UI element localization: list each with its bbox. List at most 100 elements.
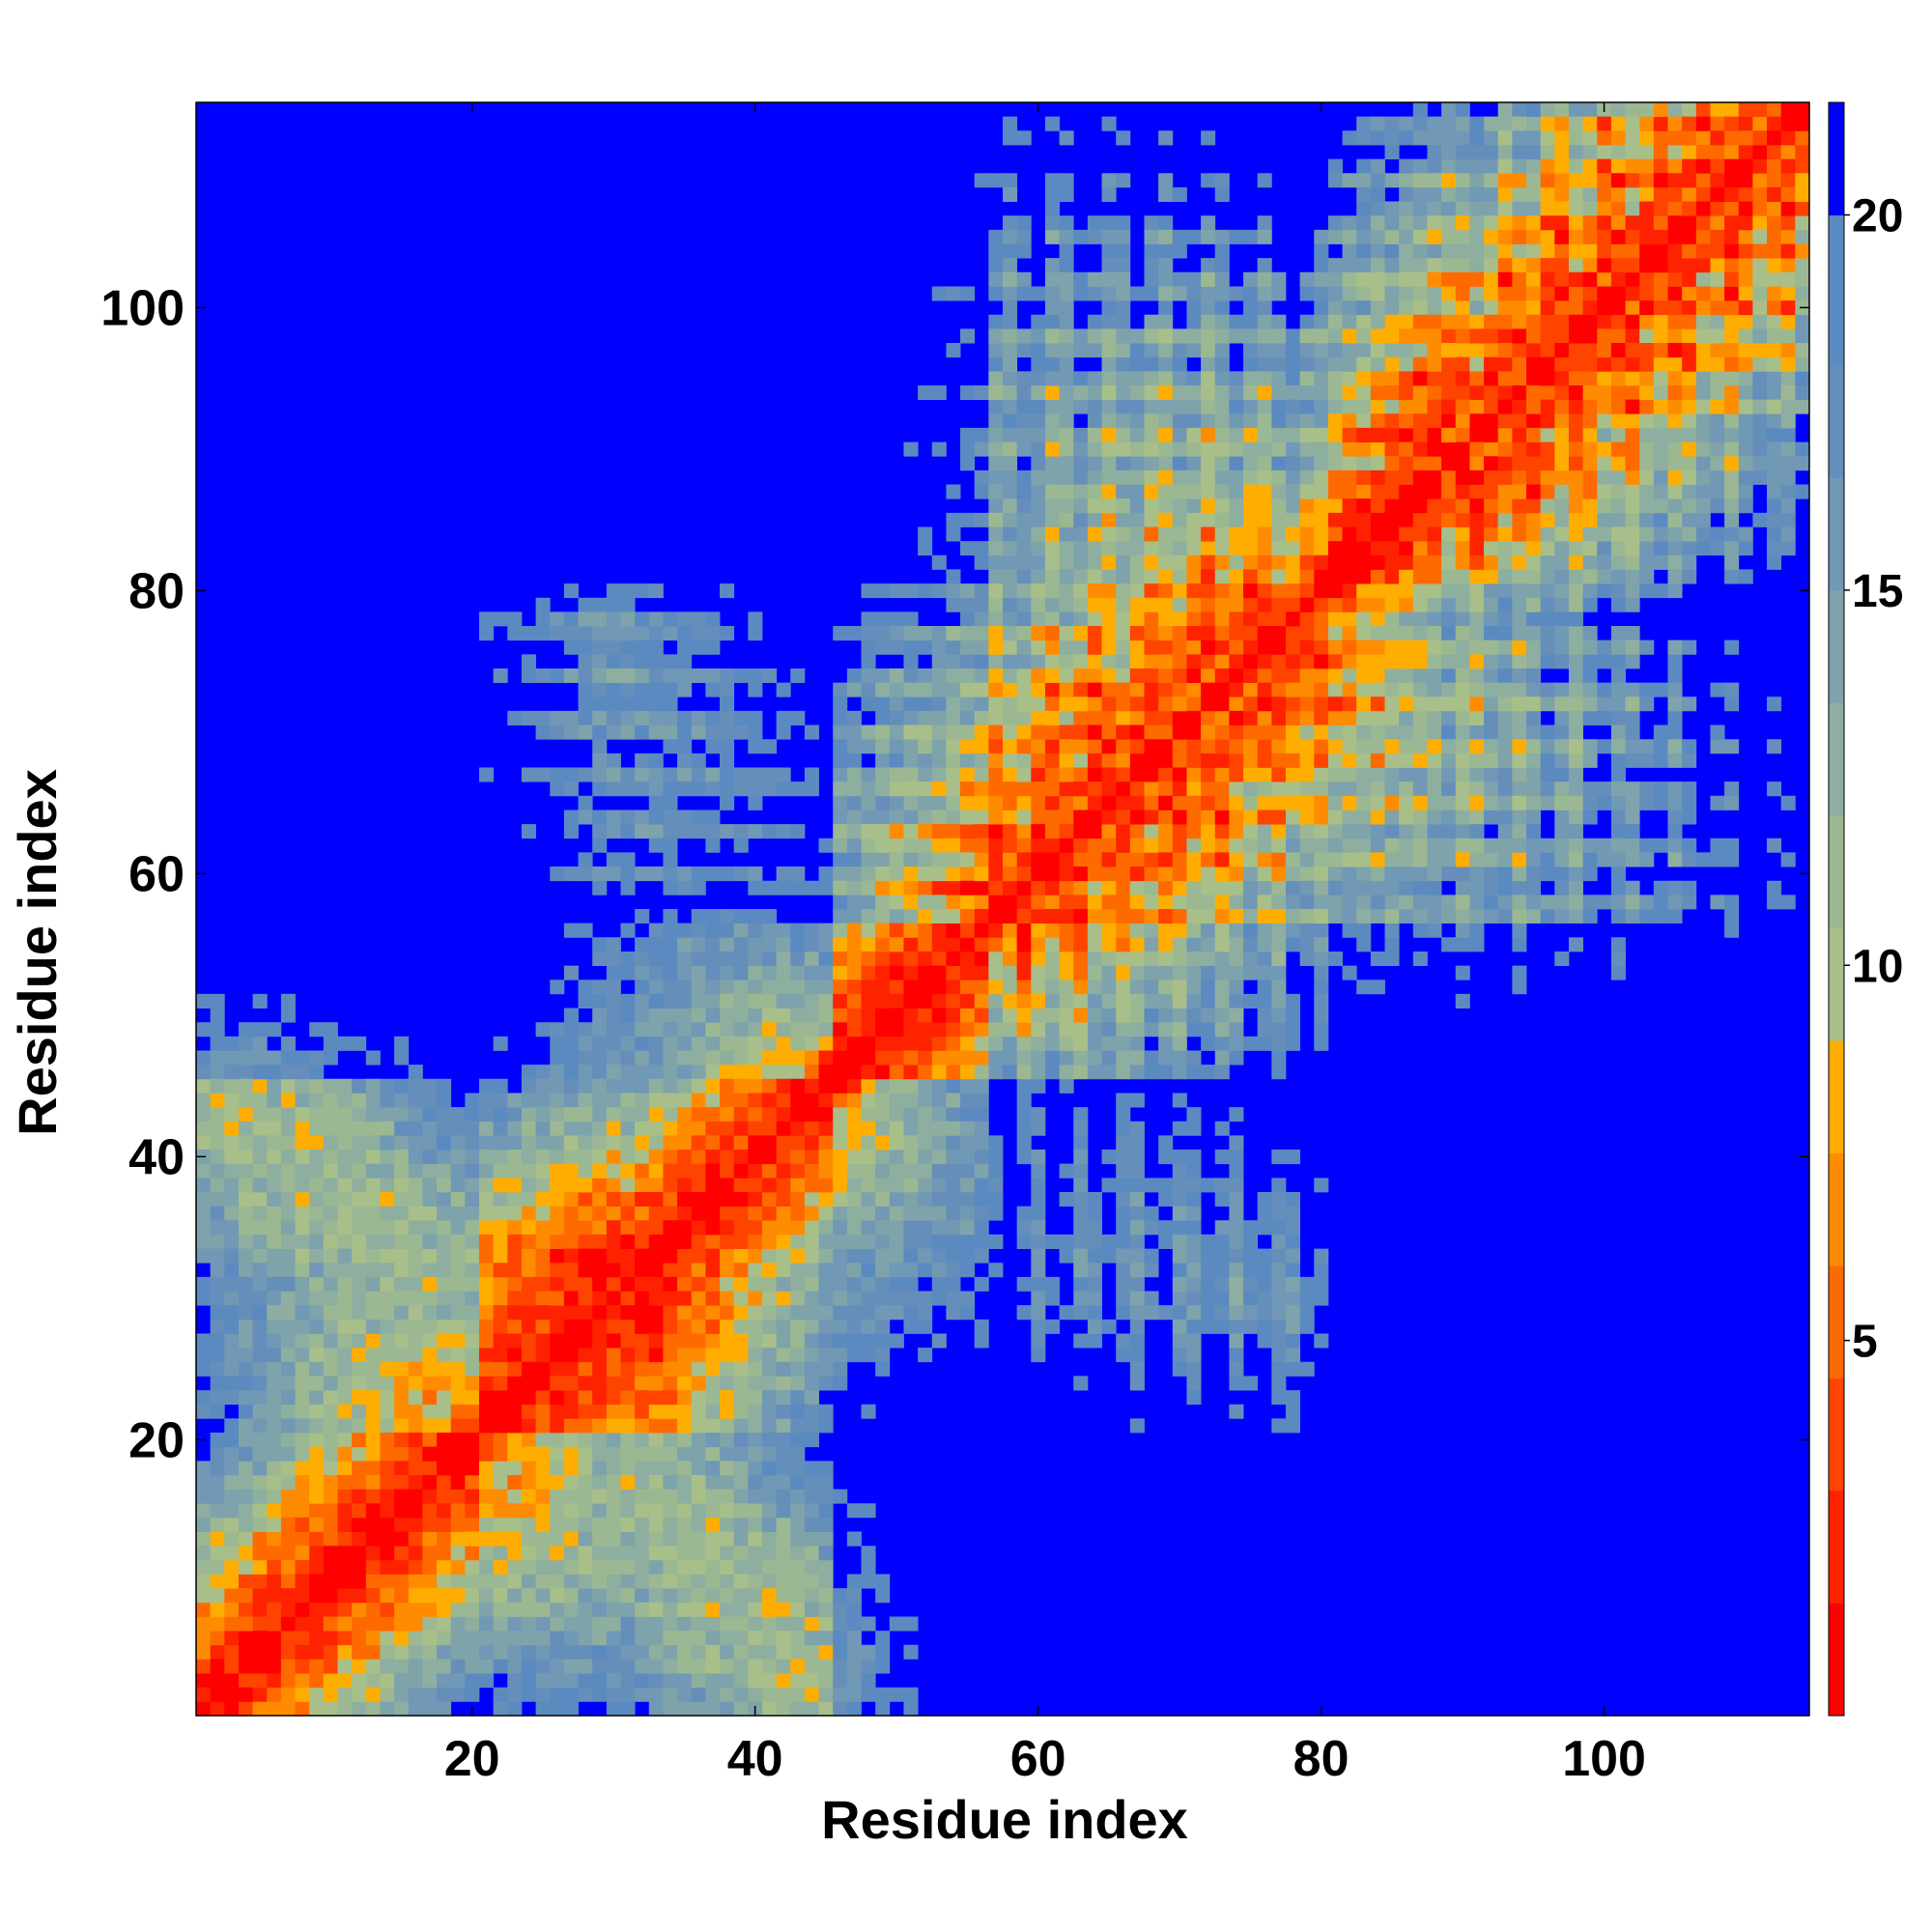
heatmap-row-16	[408, 1065, 423, 1080]
heatmap-row-26	[550, 1234, 565, 1306]
heatmap-row-85	[1384, 696, 1400, 768]
heatmap-row-49	[875, 852, 891, 1278]
heatmap-row-14	[380, 1517, 395, 1561]
heatmap-row-91	[1469, 399, 1485, 712]
heatmap-row-36	[691, 639, 706, 924]
heatmap-row-2	[210, 1107, 225, 1575]
heatmap-row-12	[352, 1517, 367, 1589]
heatmap-row-31	[620, 583, 636, 1717]
heatmap-row-40	[748, 1163, 763, 1208]
heatmap-row-28	[578, 597, 593, 1689]
heatmap-row-30	[606, 1220, 621, 1321]
heatmap-row-102	[1625, 710, 1640, 768]
heatmap-row-52	[918, 965, 933, 1009]
heatmap-row-110	[1738, 286, 1753, 358]
heatmap-row-12	[352, 1503, 367, 1519]
heatmap-row-25	[535, 1191, 551, 1532]
heatmap-row-14	[380, 1489, 395, 1575]
heatmap-row-4	[238, 1248, 253, 1504]
heatmap-row-63	[1073, 427, 1089, 1321]
heatmap-row-114	[1795, 173, 1810, 202]
heatmap-row-69	[1158, 215, 1174, 1249]
heatmap-row-67	[1129, 583, 1145, 966]
heatmap-row-20	[465, 1418, 480, 1519]
heatmap-row-85	[1384, 314, 1400, 754]
heatmap-row-110	[1738, 158, 1753, 216]
heatmap-row-11	[337, 1078, 353, 1434]
colorbar-band	[1829, 702, 1844, 816]
heatmap-row-34	[663, 1433, 678, 1674]
heatmap-row-70	[1172, 328, 1187, 1051]
heatmap-row-49	[875, 682, 891, 1193]
heatmap-row-61	[1044, 753, 1060, 768]
heatmap-row-106	[1682, 484, 1697, 499]
heatmap-row-78	[1285, 328, 1301, 1434]
heatmap-row-106	[1682, 512, 1697, 712]
heatmap-row-102	[1625, 102, 1640, 712]
heatmap-row-39	[733, 1093, 749, 1278]
heatmap-row-58	[1003, 880, 1018, 895]
heatmap-row-77	[1271, 795, 1287, 924]
heatmap-row-11	[337, 1546, 353, 1589]
heatmap-row-77	[1271, 328, 1287, 952]
heatmap-row-70	[1172, 781, 1187, 797]
heatmap-row-29	[592, 626, 608, 1617]
heatmap-row-32	[635, 1220, 650, 1419]
heatmap-row-77	[1271, 541, 1287, 853]
heatmap-row-100	[1597, 583, 1612, 810]
heatmap-row-27	[563, 1135, 579, 1519]
heatmap-row-109	[1724, 639, 1740, 938]
heatmap-row-100	[1597, 371, 1612, 457]
heatmap-row-49	[875, 1008, 891, 1080]
heatmap-row-86	[1399, 554, 1414, 570]
heatmap-row-89	[1441, 611, 1457, 882]
heatmap-row-50	[889, 668, 904, 1221]
heatmap-row-67	[1129, 626, 1145, 797]
heatmap-row-41	[761, 1078, 778, 1208]
heatmap-row-87	[1412, 639, 1428, 810]
heatmap-row-54	[946, 923, 961, 966]
heatmap-row-45	[818, 923, 834, 1377]
heatmap-row-22	[493, 1631, 508, 1660]
heatmap-row-110	[1738, 399, 1753, 414]
heatmap-row-38	[720, 1121, 735, 1249]
x-axis-title: Residue index	[821, 1789, 1188, 1850]
heatmap-row-110	[1738, 328, 1753, 344]
heatmap-row-10	[323, 1078, 338, 1334]
heatmap-row-19	[450, 1291, 466, 1321]
heatmap-row-35	[677, 1433, 693, 1674]
heatmap-row-66	[1116, 781, 1131, 797]
heatmap-row-41	[761, 980, 778, 1660]
heatmap-row-104	[1653, 484, 1668, 499]
heatmap-row-38	[720, 668, 735, 966]
heatmap-row-111	[1752, 186, 1768, 259]
heatmap-row-30	[606, 1348, 621, 1377]
heatmap-row-78	[1285, 526, 1301, 810]
heatmap-row-114	[1795, 229, 1810, 414]
heatmap-row-15	[394, 1178, 410, 1660]
heatmap-row-105	[1667, 356, 1683, 485]
heatmap-row-106	[1682, 116, 1697, 216]
heatmap-row-13	[365, 1489, 381, 1604]
heatmap-row-8	[295, 1050, 310, 1065]
heatmap-row-74	[1229, 286, 1244, 1419]
heatmap-row-47	[846, 1036, 862, 1080]
heatmap-row-2	[210, 1659, 225, 1702]
heatmap-row-55	[960, 682, 976, 867]
heatmap-row-112	[1767, 258, 1782, 358]
heatmap-row-18	[437, 1531, 452, 1561]
heatmap-row-44	[804, 980, 819, 1646]
heatmap-row-58	[1003, 824, 1018, 853]
heatmap-row-32	[635, 753, 650, 966]
heatmap-row-6	[267, 1163, 282, 1321]
heatmap-row-80	[1314, 611, 1329, 754]
heatmap-row-114	[1795, 384, 1810, 401]
heatmap-row-96	[1540, 356, 1555, 386]
heatmap-row-58	[1003, 215, 1018, 612]
heatmap-row-28	[578, 1248, 593, 1349]
heatmap-row-17	[422, 1489, 438, 1504]
heatmap-row-82	[1342, 271, 1357, 782]
heatmap-row-99	[1582, 597, 1598, 924]
heatmap-row-15	[394, 1433, 410, 1561]
heatmap-row-53	[931, 583, 947, 1349]
